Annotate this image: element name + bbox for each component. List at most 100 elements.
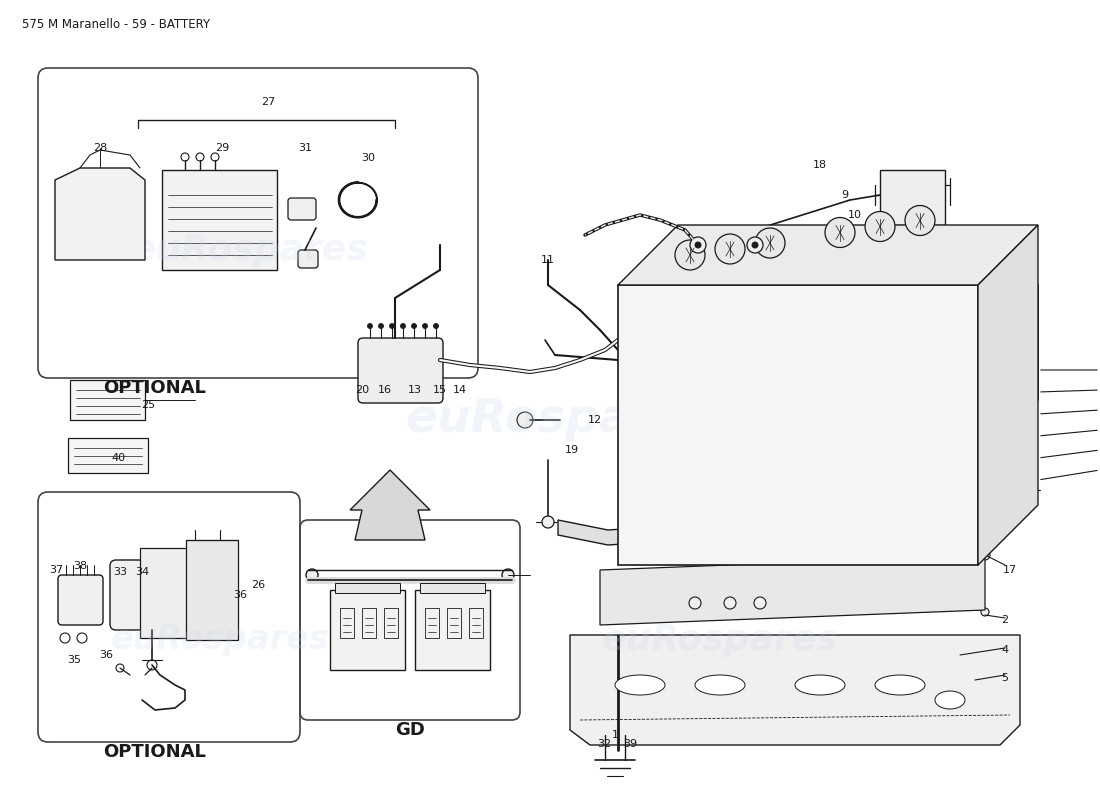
Text: 16: 16 bbox=[378, 385, 392, 395]
Ellipse shape bbox=[874, 675, 925, 695]
Circle shape bbox=[755, 228, 785, 258]
Text: euRospares: euRospares bbox=[111, 623, 329, 657]
Text: 31: 31 bbox=[298, 143, 312, 153]
Text: 13: 13 bbox=[408, 385, 422, 395]
Text: 35: 35 bbox=[67, 655, 81, 665]
Text: 7: 7 bbox=[747, 525, 754, 535]
Text: OPTIONAL: OPTIONAL bbox=[103, 379, 207, 397]
Bar bbox=[340, 608, 354, 638]
Circle shape bbox=[1009, 486, 1018, 494]
Circle shape bbox=[981, 608, 989, 616]
Text: 36: 36 bbox=[99, 650, 113, 660]
Circle shape bbox=[980, 550, 990, 560]
Text: 27: 27 bbox=[261, 97, 275, 107]
FancyBboxPatch shape bbox=[298, 250, 318, 268]
Text: 14: 14 bbox=[453, 385, 468, 395]
Bar bbox=[384, 608, 398, 638]
Circle shape bbox=[502, 569, 514, 581]
Text: euRospares: euRospares bbox=[405, 398, 715, 442]
Circle shape bbox=[400, 323, 406, 329]
Text: 19: 19 bbox=[565, 445, 579, 455]
Text: euRospares: euRospares bbox=[602, 623, 838, 657]
Text: 20: 20 bbox=[355, 385, 370, 395]
Bar bbox=[186, 540, 238, 640]
Bar bbox=[447, 608, 461, 638]
Text: 26: 26 bbox=[251, 580, 265, 590]
Ellipse shape bbox=[795, 675, 845, 695]
Text: OPTIONAL: OPTIONAL bbox=[103, 743, 207, 761]
Text: 575 M Maranello - 59 - BATTERY: 575 M Maranello - 59 - BATTERY bbox=[22, 18, 210, 31]
Circle shape bbox=[954, 653, 962, 661]
Text: 39: 39 bbox=[623, 739, 637, 749]
Ellipse shape bbox=[935, 691, 965, 709]
Bar bbox=[336, 583, 400, 593]
FancyBboxPatch shape bbox=[358, 338, 443, 403]
Circle shape bbox=[695, 242, 701, 248]
Circle shape bbox=[825, 218, 855, 247]
Circle shape bbox=[675, 240, 705, 270]
Bar bbox=[618, 285, 978, 565]
Circle shape bbox=[715, 234, 745, 264]
Text: 3: 3 bbox=[1006, 515, 1013, 525]
Circle shape bbox=[905, 206, 935, 235]
Polygon shape bbox=[570, 635, 1020, 745]
Circle shape bbox=[411, 323, 417, 329]
Text: 18: 18 bbox=[813, 160, 827, 170]
Circle shape bbox=[433, 323, 439, 329]
Text: 29: 29 bbox=[214, 143, 229, 153]
Circle shape bbox=[865, 211, 895, 242]
Text: 38: 38 bbox=[73, 561, 87, 571]
Text: 24: 24 bbox=[631, 350, 645, 360]
Circle shape bbox=[378, 323, 384, 329]
Text: 1: 1 bbox=[612, 730, 618, 740]
Text: 34: 34 bbox=[135, 567, 150, 577]
Text: 11: 11 bbox=[541, 255, 556, 265]
Text: 6: 6 bbox=[726, 550, 734, 560]
Ellipse shape bbox=[695, 675, 745, 695]
Polygon shape bbox=[600, 555, 984, 625]
Ellipse shape bbox=[615, 675, 666, 695]
Text: 32: 32 bbox=[597, 739, 612, 749]
Circle shape bbox=[306, 569, 318, 581]
Text: 33: 33 bbox=[113, 567, 127, 577]
Polygon shape bbox=[55, 168, 145, 260]
Text: 23: 23 bbox=[628, 395, 642, 405]
Circle shape bbox=[389, 323, 395, 329]
Circle shape bbox=[542, 516, 554, 528]
Text: 10: 10 bbox=[848, 210, 862, 220]
Bar bbox=[420, 583, 485, 593]
Text: 36: 36 bbox=[233, 590, 248, 600]
Bar bbox=[880, 170, 945, 225]
Text: 8: 8 bbox=[732, 540, 738, 550]
Text: 5: 5 bbox=[1001, 673, 1009, 683]
Bar bbox=[415, 590, 490, 670]
FancyBboxPatch shape bbox=[288, 198, 316, 220]
Polygon shape bbox=[978, 225, 1038, 565]
Bar bbox=[68, 438, 148, 473]
Text: 12: 12 bbox=[587, 415, 602, 425]
Text: 15: 15 bbox=[433, 385, 447, 395]
Text: 40: 40 bbox=[111, 453, 125, 463]
Text: 21: 21 bbox=[1003, 485, 1018, 495]
Text: 2: 2 bbox=[1001, 615, 1009, 625]
Circle shape bbox=[422, 323, 428, 329]
FancyBboxPatch shape bbox=[110, 560, 175, 630]
Text: 22: 22 bbox=[703, 530, 717, 540]
Polygon shape bbox=[618, 225, 1038, 285]
Polygon shape bbox=[350, 470, 430, 540]
FancyBboxPatch shape bbox=[58, 575, 103, 625]
Circle shape bbox=[752, 242, 758, 248]
Text: 17: 17 bbox=[1003, 565, 1018, 575]
Text: 30: 30 bbox=[361, 153, 375, 163]
Circle shape bbox=[689, 597, 701, 609]
Text: 25: 25 bbox=[141, 400, 155, 410]
Text: 37: 37 bbox=[48, 565, 63, 575]
Circle shape bbox=[747, 237, 763, 253]
Bar bbox=[362, 608, 376, 638]
Circle shape bbox=[690, 237, 706, 253]
Circle shape bbox=[969, 678, 977, 686]
Bar bbox=[469, 608, 483, 638]
Text: euRospares: euRospares bbox=[132, 233, 368, 267]
Text: 9: 9 bbox=[842, 190, 848, 200]
Bar bbox=[330, 590, 405, 670]
